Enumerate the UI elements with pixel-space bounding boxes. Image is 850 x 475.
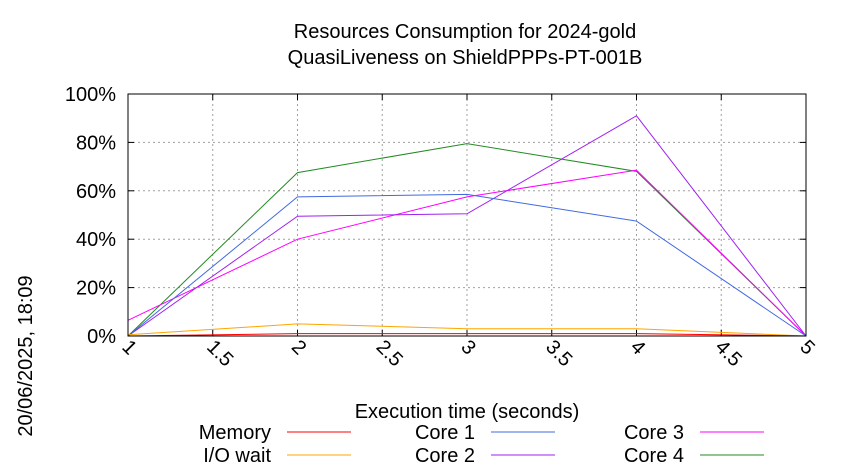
- x-tick-label: 4.5: [711, 336, 746, 371]
- grid: [128, 94, 806, 336]
- y-tick-label: 100%: [65, 84, 116, 106]
- series-line-core-4: [127, 143, 807, 337]
- timestamp-label: 20/06/2025, 18:09: [15, 275, 37, 436]
- x-axis-label: Execution time (seconds): [355, 401, 580, 423]
- plot-frame: [127, 93, 807, 337]
- x-tick-label: 5: [795, 336, 818, 359]
- y-tick-label: 20%: [76, 278, 116, 300]
- x-tick-label: 4: [626, 336, 649, 359]
- x-tick-label: 2: [287, 336, 310, 359]
- chart-title-line-1: Resources Consumption for 2024-gold: [294, 21, 636, 43]
- y-tick-label: 40%: [76, 229, 116, 251]
- y-tick-label: 80%: [76, 132, 116, 154]
- legend-label-core-1: Core 1: [415, 422, 475, 444]
- series-line-core-2: [127, 115, 807, 337]
- legend-label-memory: Memory: [199, 422, 271, 444]
- plot-series: [127, 115, 807, 337]
- x-tick-label: 3.5: [541, 336, 576, 371]
- x-tick-label: 3: [456, 336, 479, 359]
- x-tick-label: 1: [117, 336, 140, 359]
- series-line-core-3: [127, 169, 807, 337]
- legend-label-core-4: Core 4: [624, 445, 684, 467]
- chart-title-line-2: QuasiLiveness on ShieldPPPs-PT-001B: [288, 47, 643, 69]
- y-tick-label: 60%: [76, 181, 116, 203]
- series-line-memory: [127, 333, 807, 337]
- legend-label-core-3: Core 3: [624, 422, 684, 444]
- x-axis: 1 1.5 2 2.5 3 3.5 4 4.5 5: [117, 94, 819, 371]
- y-tick-label: 0%: [87, 326, 116, 348]
- legend-label-core-2: Core 2: [415, 445, 475, 467]
- series-line-core-1: [127, 193, 807, 337]
- y-axis: 0% 20% 40% 60% 80% 100%: [65, 84, 806, 348]
- x-tick-label: 1.5: [202, 336, 237, 371]
- legend-label-i-o-wait: I/O wait: [203, 445, 271, 467]
- x-tick-label: 2.5: [372, 336, 407, 371]
- series-line-i-o-wait: [127, 323, 807, 337]
